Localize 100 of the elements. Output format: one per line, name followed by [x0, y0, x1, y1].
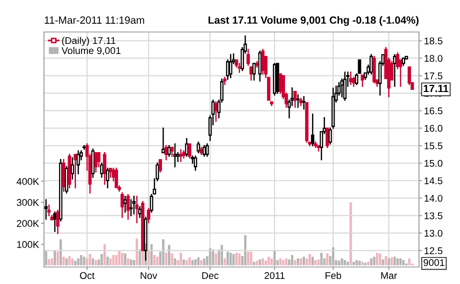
candlestick: [102, 152, 106, 185]
x-tick-label: Dec: [202, 272, 218, 279]
candlestick: [164, 145, 168, 160]
bar: [247, 252, 250, 266]
candlestick: [261, 48, 265, 75]
bar: [56, 252, 59, 266]
bar: [282, 260, 285, 266]
legend-label: Volume 9,001: [62, 46, 120, 56]
bar: [118, 250, 120, 266]
y2-tick-label: 300K: [16, 199, 40, 206]
bar: [262, 258, 264, 266]
bar: [200, 260, 202, 266]
candlestick: [94, 152, 98, 173]
candlestick: [331, 88, 335, 129]
bar: [188, 257, 191, 266]
annotation: 17.11: [424, 84, 448, 92]
y-tick-label: 15.0: [424, 160, 442, 167]
bar: [62, 256, 65, 266]
candlestick: [114, 168, 118, 188]
bar: [294, 260, 296, 266]
bar: [156, 256, 159, 266]
x-tick-label: Mar: [381, 272, 398, 279]
x-tick-label: Feb: [326, 272, 342, 279]
bar: [408, 258, 411, 266]
bar: [384, 256, 388, 266]
y-tick-label: 18.0: [424, 54, 442, 62]
candlestick: [310, 114, 314, 146]
chart-subtitle: Last 17.11 Volume 9,001 Chg -0.18 (-1.04%): [208, 16, 418, 26]
bar: [270, 258, 273, 266]
bar: [250, 252, 252, 266]
bar: [367, 262, 370, 266]
y-tick-label: 14.0: [424, 194, 442, 202]
candlestick: [74, 154, 78, 188]
candlestick: [100, 162, 104, 178]
bar: [147, 250, 150, 266]
candlestick: [393, 54, 396, 87]
y-tick-label: 13.0: [424, 230, 442, 237]
candlestick: [240, 47, 244, 72]
bar: [308, 254, 311, 266]
y-tick-label: 16.0: [424, 124, 442, 132]
legend-label: (Daily) 17.11: [62, 36, 116, 46]
x-tick-label: Oct: [80, 272, 95, 279]
candlestick: [206, 143, 209, 157]
y-tick-label: 13.5: [424, 212, 442, 220]
candlestick: [202, 145, 206, 157]
candlestick: [120, 192, 124, 218]
bar: [180, 252, 182, 266]
bar: [115, 255, 118, 266]
bar: [361, 262, 364, 266]
candlestick: [162, 128, 165, 154]
bar: [390, 257, 393, 266]
candlestick: [158, 159, 162, 173]
candlestick: [179, 149, 182, 162]
y2-tick-label: 200K: [16, 220, 40, 227]
candlestick: [249, 66, 253, 81]
candlestick: [62, 159, 66, 192]
bar: [268, 256, 270, 266]
candlestick: [372, 56, 376, 84]
y-tick-label: 15.5: [424, 142, 442, 150]
bar: [103, 244, 106, 266]
y-tick-label: 14.5: [424, 177, 442, 184]
bar: [256, 260, 258, 266]
candlestick: [349, 72, 352, 86]
bar: [350, 202, 352, 266]
candlestick: [288, 100, 291, 118]
bar: [126, 258, 130, 266]
y-tick-label: 16.5: [424, 107, 442, 114]
y-tick-label: 18.5: [424, 37, 442, 44]
x-tick-label: 2011: [264, 272, 285, 279]
candlestick: [328, 128, 332, 145]
candlestick: [246, 48, 250, 66]
bar: [264, 260, 267, 266]
bar: [50, 258, 54, 266]
candlestick: [370, 54, 373, 75]
bar: [94, 260, 98, 266]
candlestick: [200, 146, 203, 156]
candlestick: [59, 159, 62, 222]
y2-tick-label: 400K: [16, 178, 40, 185]
bar: [376, 252, 378, 266]
candlestick: [326, 128, 329, 148]
candlestick: [320, 131, 324, 160]
bar: [164, 252, 168, 266]
text: 9001: [424, 259, 444, 266]
candlestick: [267, 76, 270, 101]
candlestick: [138, 206, 142, 218]
bar: [186, 260, 188, 266]
y-tick-label: 17.5: [424, 72, 442, 80]
bar: [136, 238, 138, 266]
candlestick: [182, 150, 186, 159]
bar: [142, 250, 144, 266]
bar: [121, 252, 124, 266]
bar: [314, 260, 317, 266]
candlestick: [135, 196, 139, 224]
bar: [71, 258, 74, 266]
bar: [285, 258, 288, 266]
y-tick-label: 12.5: [424, 247, 442, 254]
bar: [224, 258, 226, 266]
candlestick: [56, 210, 60, 234]
candlestick: [123, 196, 127, 213]
y2-tick-label: 100K: [17, 241, 40, 248]
